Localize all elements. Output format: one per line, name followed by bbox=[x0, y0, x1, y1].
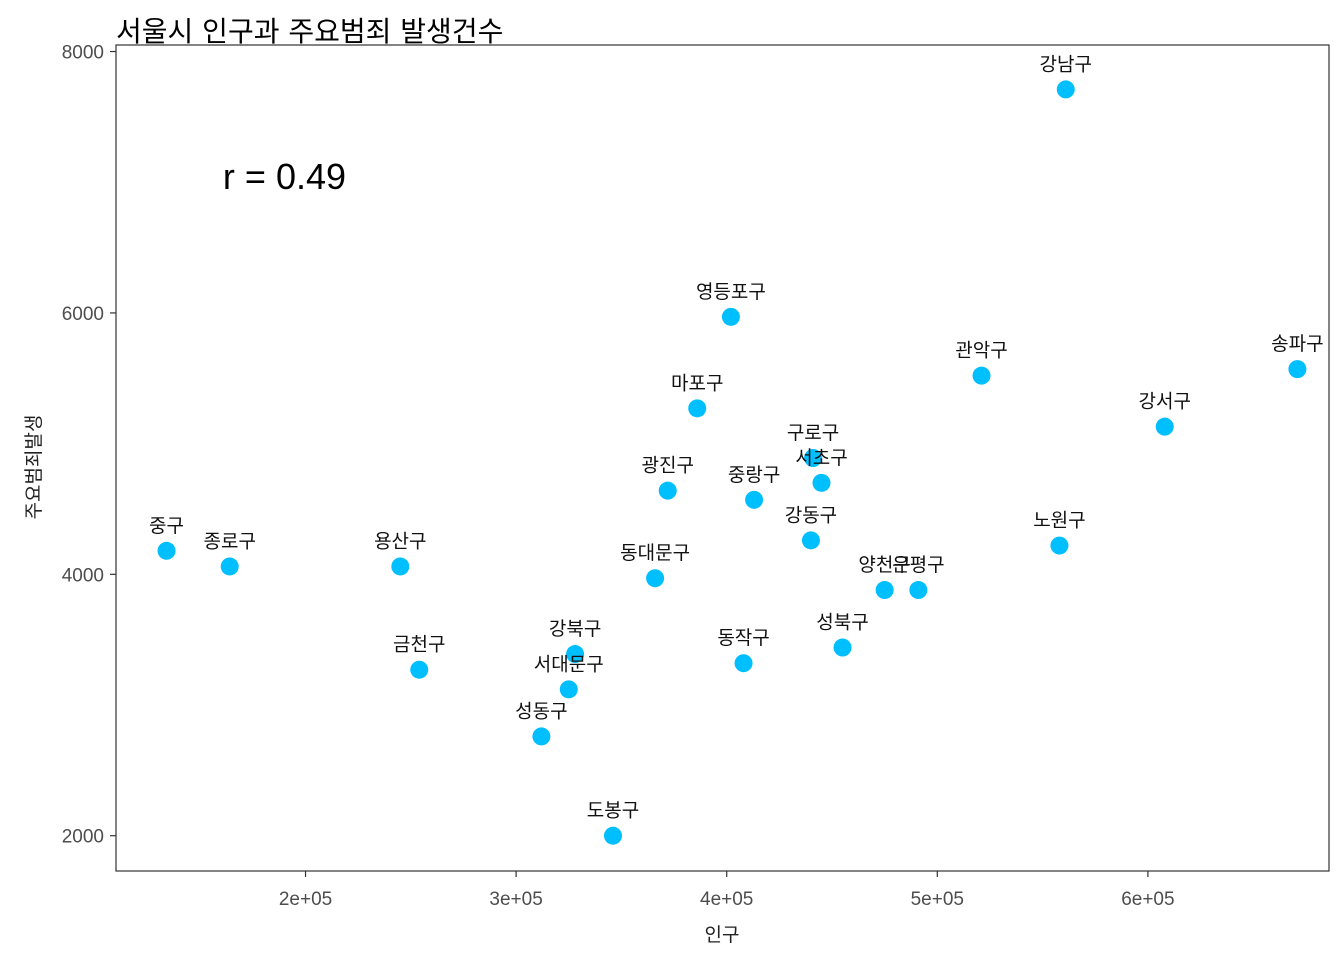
data-point bbox=[1155, 417, 1174, 436]
point-label: 송파구 bbox=[1271, 333, 1323, 355]
point-label: 양천구 bbox=[858, 554, 910, 576]
data-point bbox=[658, 481, 677, 500]
point-label: 강북구 bbox=[549, 618, 601, 640]
x-tick-label: 3e+05 bbox=[489, 889, 542, 910]
point-label: 동작구 bbox=[717, 627, 769, 649]
data-point bbox=[566, 645, 585, 664]
data-point bbox=[220, 557, 239, 576]
data-point bbox=[972, 366, 991, 385]
point-label: 서대문구 bbox=[534, 653, 604, 675]
data-point bbox=[157, 541, 176, 560]
x-axis-title: 인구 bbox=[705, 924, 740, 946]
point-label: 중랑구 bbox=[728, 464, 780, 486]
data-point bbox=[646, 569, 665, 588]
chart-title: 서울시 인구과 주요범죄 발생건수 bbox=[116, 15, 504, 48]
point-label: 성동구 bbox=[515, 700, 567, 722]
point-label: 관악구 bbox=[955, 340, 1007, 362]
plot-panel-border bbox=[115, 44, 1330, 872]
point-label: 영등포구 bbox=[696, 281, 766, 303]
data-point bbox=[812, 473, 831, 492]
point-label: 용산구 bbox=[374, 530, 426, 552]
data-point bbox=[801, 531, 820, 550]
data-point bbox=[1050, 536, 1069, 555]
point-label: 도봉구 bbox=[587, 800, 639, 822]
point-label: 광진구 bbox=[642, 455, 694, 477]
point-label: 구로구 bbox=[787, 422, 839, 444]
data-point bbox=[721, 307, 740, 326]
plot-area: 2e+05 3e+05 4e+05 5e+05 6e+05 2000 4000 6000 800… bbox=[62, 43, 1330, 910]
point-label: 노원구 bbox=[1033, 510, 1085, 532]
data-point bbox=[1056, 80, 1075, 99]
data-point bbox=[532, 727, 551, 746]
data-point bbox=[875, 581, 894, 600]
data-point bbox=[603, 826, 622, 845]
y-tick-label: 6000 bbox=[62, 304, 104, 325]
y-axis-title: 주요범죄발생 bbox=[23, 415, 45, 520]
data-point bbox=[909, 581, 928, 600]
point-label: 마포구 bbox=[671, 372, 723, 394]
point-label: 강동구 bbox=[785, 504, 837, 526]
point-label: 금천구 bbox=[393, 634, 445, 656]
x-tick-label: 2e+05 bbox=[279, 889, 332, 910]
point-label: 강서구 bbox=[1139, 391, 1191, 413]
point-label: 중구 bbox=[149, 515, 184, 537]
y-tick-label: 8000 bbox=[62, 43, 104, 64]
x-tick-label: 6e+05 bbox=[1121, 889, 1174, 910]
point-label: 서초구 bbox=[795, 447, 847, 469]
correlation-annotation: r = 0.49 bbox=[223, 156, 346, 197]
point-label: 종로구 bbox=[203, 530, 255, 552]
x-tick-label: 5e+05 bbox=[911, 889, 964, 910]
data-point bbox=[833, 638, 852, 657]
data-point bbox=[1288, 360, 1307, 379]
data-point bbox=[410, 660, 429, 679]
x-tick-label: 4e+05 bbox=[700, 889, 753, 910]
point-label: 강남구 bbox=[1040, 53, 1092, 75]
point-label: 동대문구 bbox=[620, 542, 690, 564]
data-point bbox=[559, 680, 578, 699]
data-point bbox=[804, 449, 823, 467]
data-point bbox=[391, 557, 410, 576]
data-point bbox=[745, 490, 764, 509]
point-label: 성북구 bbox=[816, 612, 868, 634]
y-tick-label: 2000 bbox=[62, 827, 104, 848]
data-point bbox=[688, 399, 707, 418]
y-tick-label: 4000 bbox=[62, 565, 104, 586]
point-label: 은평구 bbox=[892, 554, 944, 576]
data-point bbox=[734, 654, 753, 673]
